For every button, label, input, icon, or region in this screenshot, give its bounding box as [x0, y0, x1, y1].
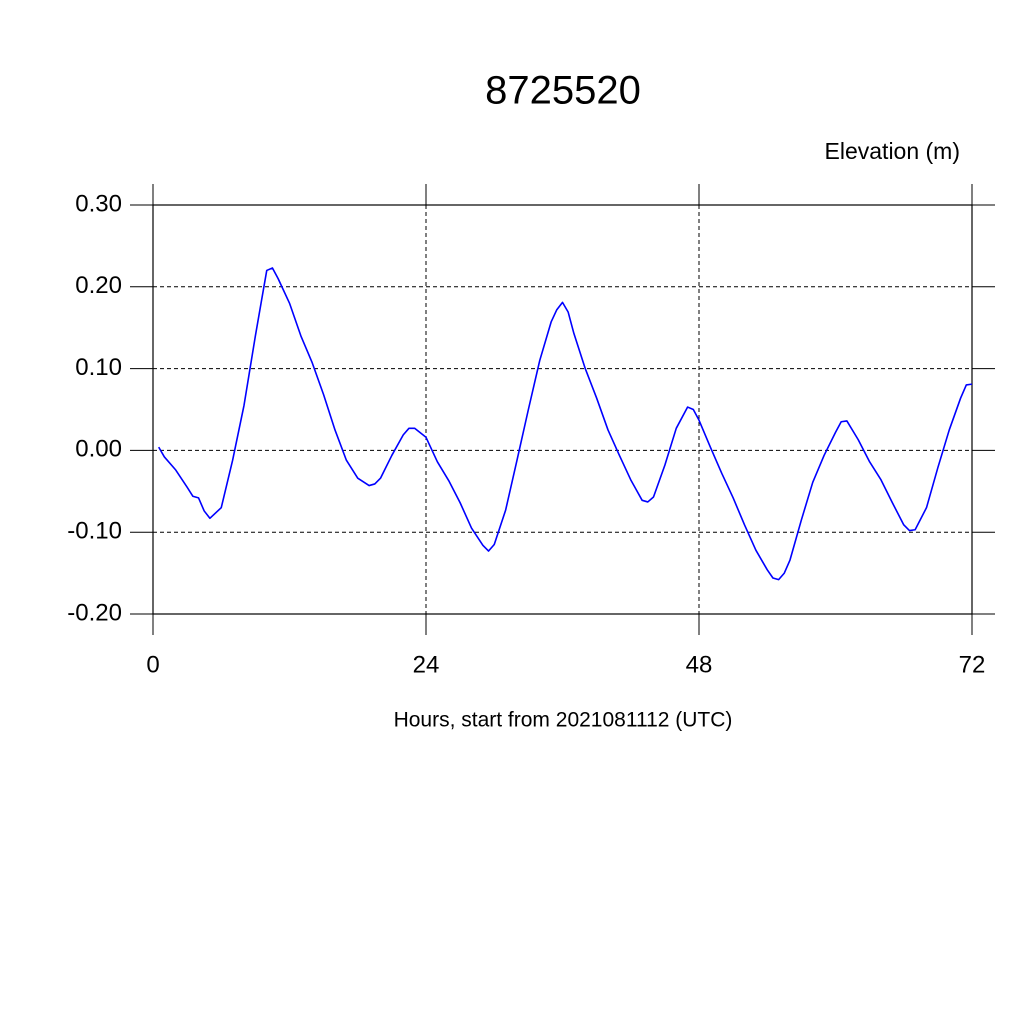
x-tick-label: 0 [146, 651, 159, 678]
x-tick-label: 72 [959, 651, 986, 678]
x-tick-label: 24 [413, 651, 440, 678]
plot-frame [152, 204, 973, 615]
y-tick-label: 0.00 [75, 436, 122, 463]
y-tick-label: -0.10 [67, 518, 122, 545]
chart-title: 8725520 [485, 69, 641, 113]
x-tick-label: 48 [686, 651, 713, 678]
y-tick-label: 0.30 [75, 190, 122, 217]
y-tick-label: -0.20 [67, 599, 122, 626]
y-tick-label: 0.20 [75, 272, 122, 299]
x-axis-label: Hours, start from 2021081112 (UTC) [394, 709, 733, 732]
chart-subtitle: Elevation (m) [825, 138, 960, 164]
y-tick-label: 0.10 [75, 354, 122, 381]
series-line [157, 267, 973, 581]
